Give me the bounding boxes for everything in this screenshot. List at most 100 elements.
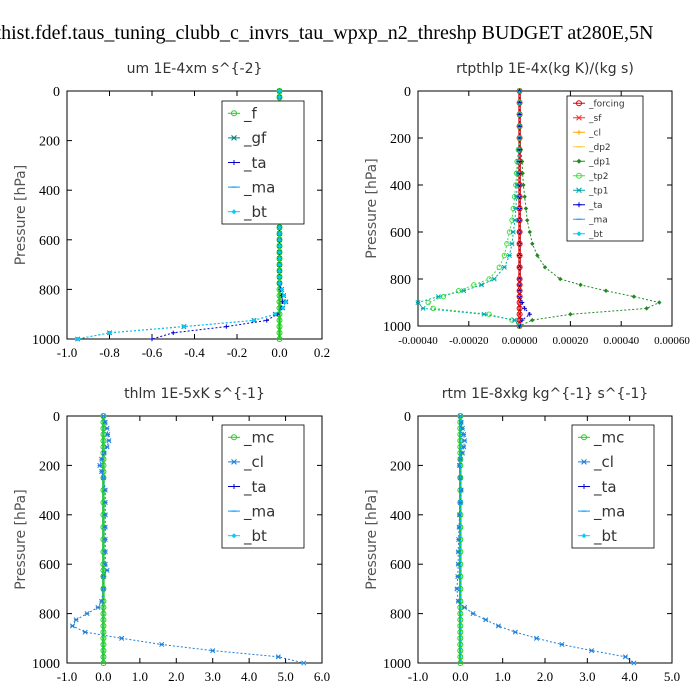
data-point — [104, 567, 110, 573]
data-point — [181, 324, 187, 329]
x-tick-label: 3.0 — [205, 669, 221, 684]
x-tick-label: -1.0 — [57, 345, 78, 360]
data-point — [455, 549, 461, 555]
y-tick-label: 1000 — [32, 333, 60, 348]
legend-label: _forcing — [588, 99, 625, 109]
data-point — [519, 317, 525, 323]
data-point — [277, 237, 282, 242]
data-point — [576, 202, 582, 208]
data-point — [576, 231, 582, 237]
data-point — [527, 312, 532, 317]
y-tick-label: 200 — [390, 459, 411, 474]
data-point — [95, 604, 101, 610]
data-point — [519, 159, 525, 164]
data-point — [622, 654, 628, 660]
data-point — [576, 158, 582, 164]
data-point — [231, 459, 237, 465]
data-point — [459, 450, 466, 456]
data-point — [521, 182, 526, 188]
data-point — [520, 171, 525, 176]
data-point — [510, 229, 516, 235]
data-point — [277, 95, 282, 100]
data-point — [75, 336, 80, 342]
y-tick-label: 800 — [39, 608, 60, 623]
legend-label: _tp1 — [588, 186, 608, 196]
legend-label: _ta — [593, 478, 617, 497]
legend-box — [566, 95, 644, 242]
data-point — [231, 434, 237, 441]
y-tick-label: 0 — [53, 85, 60, 100]
data-point — [440, 293, 447, 300]
data-point — [277, 256, 282, 261]
y-tick-label: 1000 — [383, 657, 411, 672]
data-point — [231, 110, 237, 117]
data-point — [513, 205, 519, 212]
data-point — [457, 653, 464, 660]
data-point — [279, 287, 284, 292]
x-tick-label: -0.00020 — [449, 335, 489, 347]
data-point — [535, 253, 540, 258]
data-point — [516, 240, 523, 247]
x-tick-label: -1.0 — [57, 669, 78, 684]
data-point — [281, 293, 286, 298]
data-point — [495, 623, 501, 629]
data-point — [459, 425, 466, 431]
data-point — [516, 229, 523, 235]
series-line — [427, 91, 521, 327]
data-point — [530, 241, 535, 246]
legend-label: _cl — [588, 128, 601, 138]
data-point — [516, 305, 523, 312]
data-point — [483, 617, 489, 623]
y-tick-label: 1000 — [383, 320, 411, 335]
y-axis-label: Pressure [hPa] — [13, 165, 29, 265]
data-point — [277, 262, 282, 267]
legend: _mc _cl _ta _ma _bt — [221, 424, 305, 549]
data-point — [119, 635, 125, 641]
data-point — [576, 129, 582, 135]
y-tick-label: 600 — [390, 558, 411, 573]
legend-label: _mc — [593, 429, 624, 448]
data-point — [568, 312, 573, 317]
x-tick-label: -0.2 — [227, 345, 248, 360]
data-point — [657, 300, 662, 305]
data-point — [231, 135, 237, 141]
data-point — [631, 294, 637, 299]
data-point — [104, 444, 110, 450]
x-tick-label: 5.0 — [664, 669, 680, 684]
data-point — [576, 114, 582, 121]
data-point — [435, 294, 441, 300]
legend-label: _dp1 — [588, 157, 611, 167]
plot-frame — [417, 90, 673, 327]
data-point — [210, 648, 216, 654]
data-point — [496, 264, 502, 270]
data-point — [481, 311, 487, 317]
x-tick-label: 0.00060 — [654, 335, 690, 347]
y-tick-label: 400 — [39, 184, 60, 199]
data-point — [581, 459, 587, 465]
data-point — [501, 264, 507, 270]
data-point — [456, 512, 463, 518]
data-point — [277, 231, 282, 236]
x-tick-label: 2.0 — [537, 669, 553, 684]
x-tick-label: 3.0 — [579, 669, 595, 684]
data-point — [501, 252, 508, 259]
data-point — [458, 419, 464, 425]
data-point — [420, 305, 426, 311]
data-point — [576, 172, 582, 179]
x-tick-label: -0.4 — [184, 345, 205, 360]
y-tick-label: 1000 — [32, 657, 60, 672]
data-point — [277, 225, 282, 230]
data-point — [277, 250, 282, 255]
data-point — [454, 586, 460, 592]
y-tick-label: 600 — [390, 226, 411, 241]
legend-label: _bt — [588, 230, 603, 240]
x-tick-label: 0.0 — [95, 669, 111, 684]
data-point — [425, 299, 431, 306]
data-point — [101, 450, 107, 456]
legend-label: _f — [243, 105, 258, 124]
data-point — [486, 311, 492, 317]
y-tick-label: 0 — [404, 410, 411, 425]
x-tick-label: -0.00040 — [398, 335, 438, 347]
chart-title: um 1E-4xm s^{-2} — [127, 61, 263, 77]
data-point — [159, 641, 165, 648]
